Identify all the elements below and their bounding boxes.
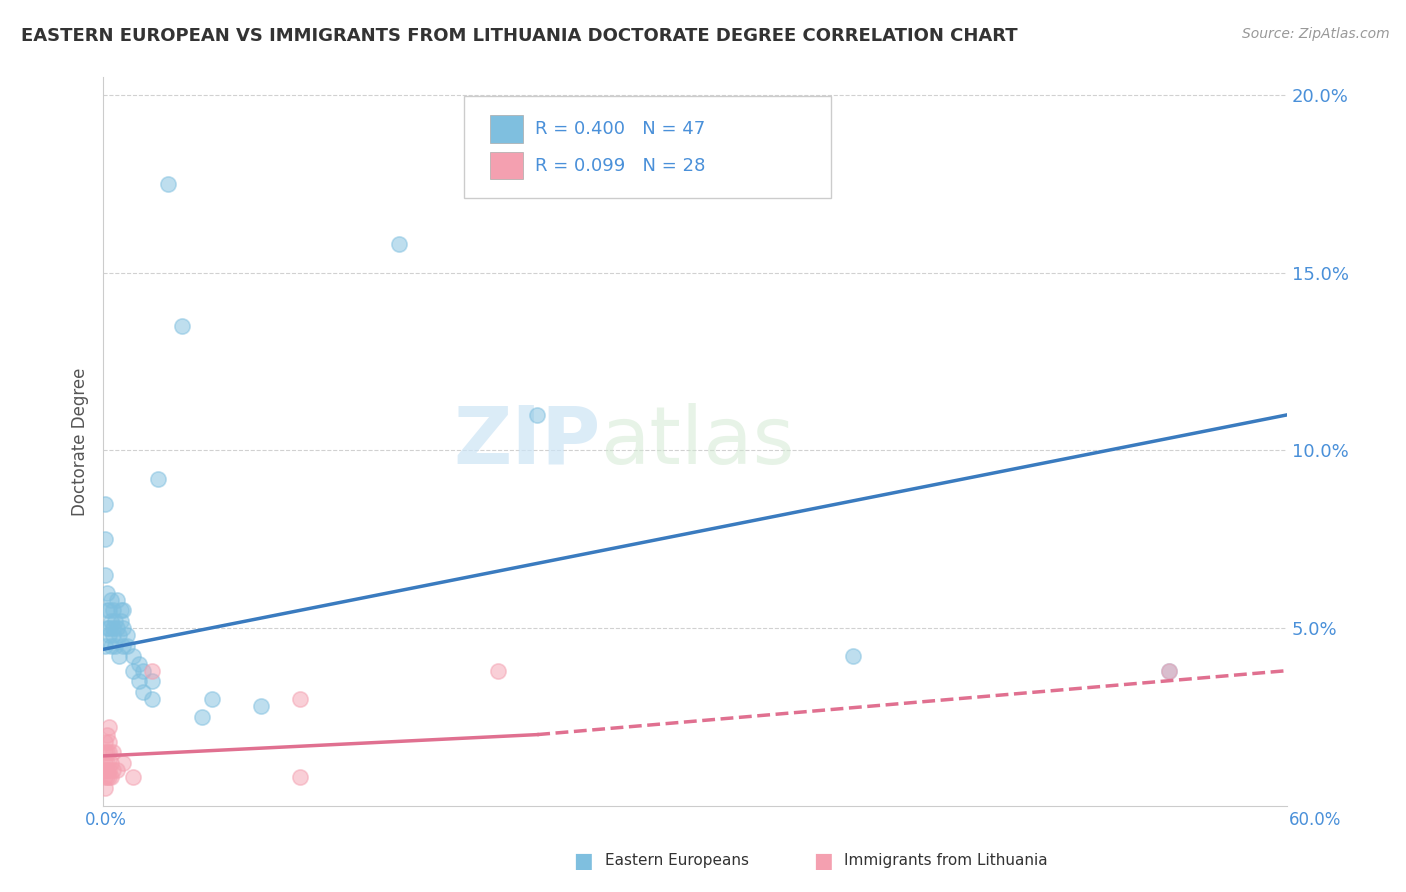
Point — [94, 780, 117, 795]
Text: ZIP: ZIP — [453, 402, 600, 481]
Point — [104, 639, 127, 653]
Point — [94, 756, 117, 770]
Point — [98, 770, 121, 784]
Point — [388, 237, 411, 252]
Point — [104, 614, 127, 628]
Point — [141, 692, 163, 706]
Text: Eastern Europeans: Eastern Europeans — [605, 854, 748, 868]
Point — [96, 621, 118, 635]
Point — [128, 674, 150, 689]
Point — [201, 692, 224, 706]
Point — [111, 756, 134, 770]
Point — [94, 639, 117, 653]
Point — [108, 649, 131, 664]
Point — [96, 585, 118, 599]
Point — [94, 770, 117, 784]
Point — [131, 664, 153, 678]
Point — [290, 692, 312, 706]
Point — [100, 639, 122, 653]
Point — [115, 628, 138, 642]
Text: ■: ■ — [813, 851, 832, 871]
Point — [486, 664, 509, 678]
Point — [1157, 664, 1180, 678]
Point — [94, 497, 117, 511]
Point — [100, 592, 122, 607]
Point — [111, 639, 134, 653]
Point — [98, 735, 121, 749]
Point — [98, 721, 121, 735]
Point — [94, 533, 117, 547]
Point — [250, 699, 273, 714]
Point — [526, 408, 548, 422]
Point — [98, 745, 121, 759]
Point — [121, 664, 143, 678]
Point — [128, 657, 150, 671]
Text: R = 0.099   N = 28: R = 0.099 N = 28 — [536, 157, 706, 175]
Point — [1157, 664, 1180, 678]
Point — [141, 664, 163, 678]
Point — [100, 770, 122, 784]
Point — [121, 770, 143, 784]
Point — [121, 649, 143, 664]
Point — [98, 603, 121, 617]
Y-axis label: Doctorate Degree: Doctorate Degree — [72, 368, 89, 516]
Point — [100, 756, 122, 770]
Point — [98, 621, 121, 635]
Point — [191, 710, 214, 724]
Point — [101, 628, 124, 642]
Point — [105, 592, 128, 607]
Point — [96, 763, 118, 777]
Point — [105, 621, 128, 635]
Point — [96, 728, 118, 742]
Text: 0.0%: 0.0% — [84, 811, 127, 829]
Text: R = 0.400   N = 47: R = 0.400 N = 47 — [536, 120, 706, 138]
Point — [98, 763, 121, 777]
Text: EASTERN EUROPEAN VS IMMIGRANTS FROM LITHUANIA DOCTORATE DEGREE CORRELATION CHART: EASTERN EUROPEAN VS IMMIGRANTS FROM LITH… — [21, 27, 1018, 45]
Point — [111, 603, 134, 617]
Point — [105, 763, 128, 777]
Point — [94, 567, 117, 582]
Text: Source: ZipAtlas.com: Source: ZipAtlas.com — [1241, 27, 1389, 41]
Point — [101, 763, 124, 777]
Point — [101, 745, 124, 759]
Point — [96, 603, 118, 617]
FancyBboxPatch shape — [464, 95, 831, 198]
Point — [101, 603, 124, 617]
Point — [96, 770, 118, 784]
Point — [148, 472, 170, 486]
Point — [157, 177, 180, 191]
Point — [108, 628, 131, 642]
Point — [94, 735, 117, 749]
Point — [170, 319, 193, 334]
Point — [290, 770, 312, 784]
FancyBboxPatch shape — [491, 152, 523, 179]
Text: 60.0%: 60.0% — [1288, 811, 1341, 829]
Text: atlas: atlas — [600, 402, 794, 481]
Point — [131, 685, 153, 699]
Point — [94, 763, 117, 777]
Point — [94, 745, 117, 759]
Text: ■: ■ — [574, 851, 593, 871]
FancyBboxPatch shape — [491, 115, 523, 143]
Point — [115, 639, 138, 653]
Text: Immigrants from Lithuania: Immigrants from Lithuania — [844, 854, 1047, 868]
Point — [110, 603, 132, 617]
Point — [98, 628, 121, 642]
Point — [842, 649, 865, 664]
Point — [111, 621, 134, 635]
Point — [101, 621, 124, 635]
Point — [96, 756, 118, 770]
Point — [141, 674, 163, 689]
Point — [110, 614, 132, 628]
Point — [96, 745, 118, 759]
Point — [100, 614, 122, 628]
